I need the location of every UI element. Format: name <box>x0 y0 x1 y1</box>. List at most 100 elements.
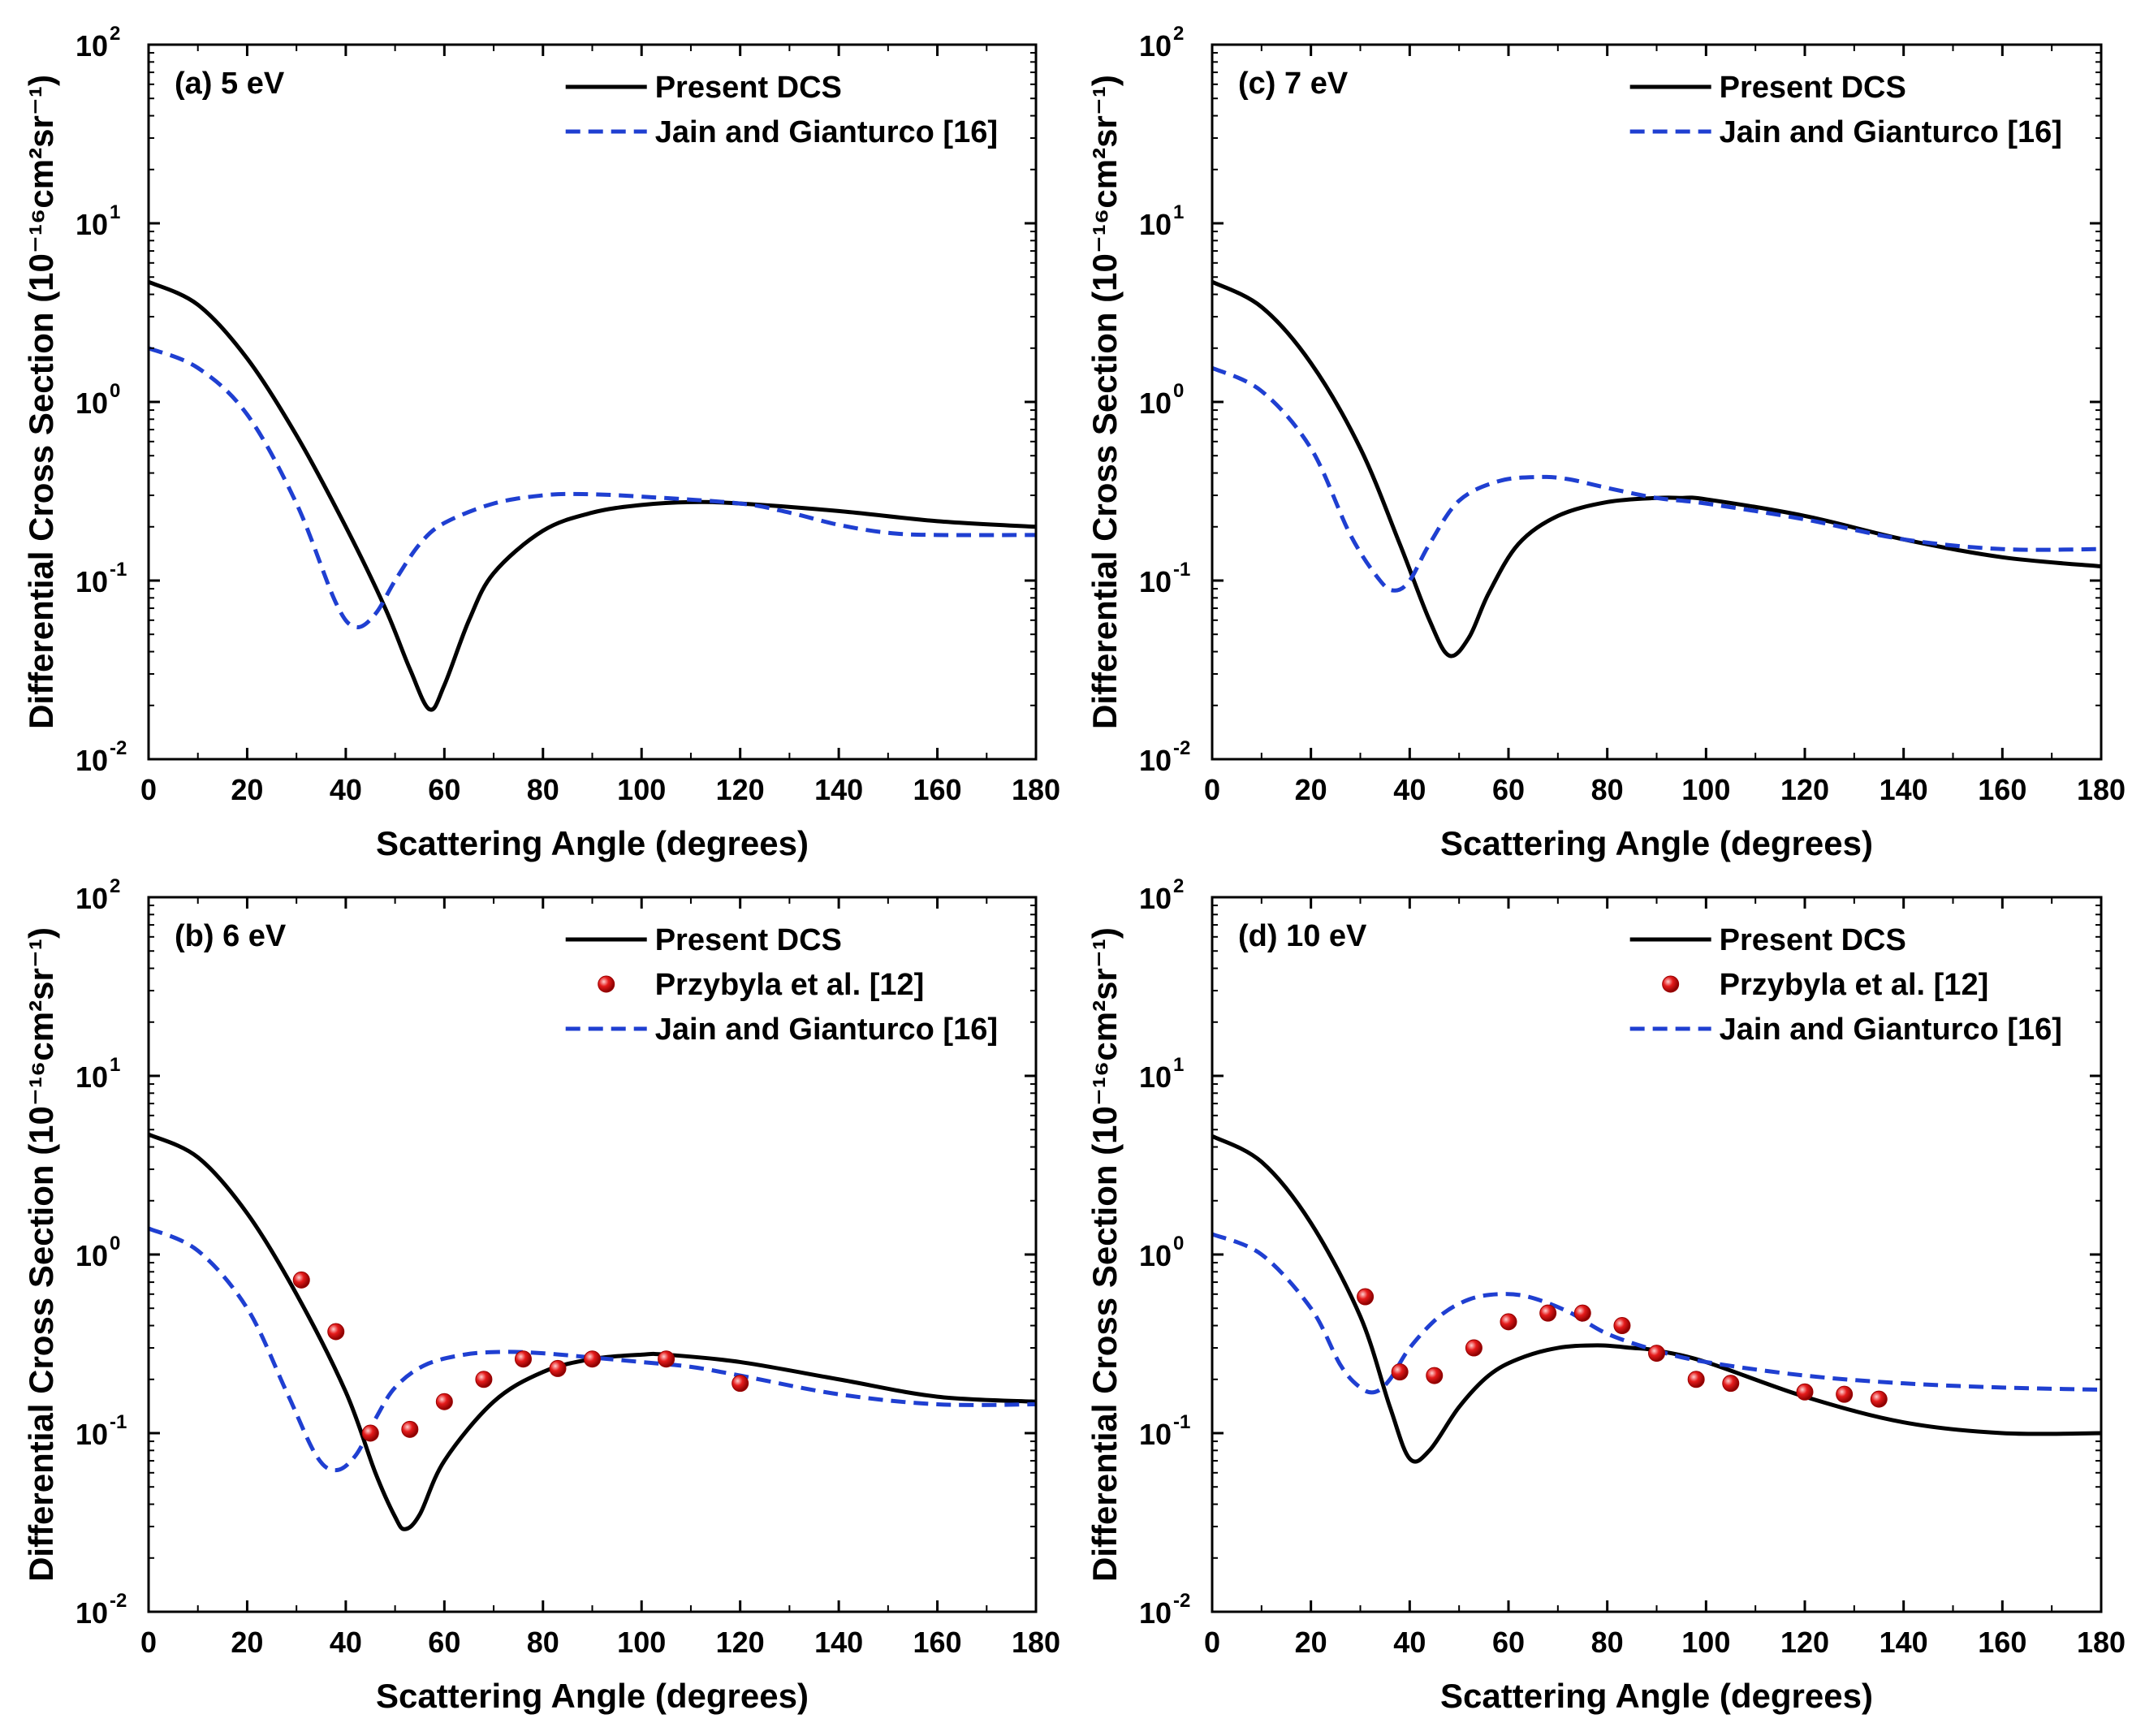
y-tick-label: 10 0 <box>1139 380 1184 420</box>
x-tick-label: 60 <box>1492 1626 1525 1659</box>
panel-label: (b) 6 eV <box>175 919 287 953</box>
x-tick-label: 0 <box>1204 773 1220 806</box>
y-tick-label: 10 0 <box>76 1233 120 1272</box>
y-tick-label: 10 1 <box>76 201 120 241</box>
legend: Present DCS Przybyla et al. [12] Jain and … <box>565 923 998 1047</box>
y-tick-base: 10 <box>1139 208 1172 241</box>
y-tick-exponent: 0 <box>110 1233 120 1254</box>
x-axis-title: Scattering Angle (degrees) <box>376 824 809 862</box>
y-tick-exponent: 0 <box>1173 380 1184 402</box>
x-tick-label: 60 <box>428 773 460 806</box>
x-tick-label: 20 <box>1295 773 1327 806</box>
x-tick-label: 100 <box>617 773 666 806</box>
y-tick-exponent: 1 <box>110 1054 120 1076</box>
y-tick-exponent: -2 <box>1173 1590 1190 1612</box>
y-tick-exponent: -1 <box>1173 1411 1190 1433</box>
present-dcs-line-b <box>149 1132 1036 1531</box>
przybyla-point <box>1357 1288 1375 1306</box>
y-tick-exponent: -2 <box>110 737 127 759</box>
plot-frame <box>1211 43 2103 761</box>
x-tick-label: 160 <box>913 773 962 806</box>
plot-area <box>1212 279 2101 659</box>
x-tick-label: 100 <box>1681 1626 1730 1659</box>
y-tick-label: 10 -1 <box>76 559 127 598</box>
legend-item: Jain and Gianturco [16] <box>1629 1013 2062 1047</box>
legend-item: Jain and Gianturco [16] <box>565 115 998 149</box>
y-tick-exponent: -1 <box>1173 559 1190 581</box>
przybyla-point <box>514 1350 532 1368</box>
x-tick-label: 80 <box>1591 773 1624 806</box>
legend-label: Przybyla et al. [12] <box>655 968 925 1002</box>
y-tick-base: 10 <box>76 882 108 915</box>
y-tick-base: 10 <box>1139 882 1172 915</box>
x-axis-title: Scattering Angle (degrees) <box>1440 824 1873 862</box>
y-tick-label: 10 1 <box>1139 1054 1184 1094</box>
plot-frame <box>147 43 1038 761</box>
y-tick-base: 10 <box>76 1239 108 1272</box>
x-tick-label: 20 <box>231 1626 263 1659</box>
przybyla-point <box>1722 1375 1740 1393</box>
legend-label: Jain and Gianturco [16] <box>1720 1013 2062 1047</box>
legend-item: Present DCS <box>565 923 842 957</box>
y-tick-label: 10 2 <box>1139 875 1184 915</box>
y-axis-title: Differential Cross Section (10⁻¹⁶cm²sr⁻¹… <box>1085 75 1124 729</box>
przybyla-point <box>1836 1385 1854 1403</box>
przybyla-point <box>1426 1367 1444 1384</box>
x-tick-label: 80 <box>527 773 559 806</box>
legend-item: Present DCS <box>1629 71 1906 105</box>
legend-marker-przybyla <box>598 975 615 993</box>
x-tick-label: 0 <box>1204 1626 1220 1659</box>
y-tick-base: 10 <box>76 1596 108 1630</box>
y-tick-label: 10 -2 <box>76 1590 127 1630</box>
przybyla-point <box>292 1271 310 1289</box>
y-tick-exponent: -2 <box>110 1590 127 1612</box>
przybyla-point <box>549 1359 567 1377</box>
legend-label: Przybyla et al. [12] <box>1720 968 1989 1002</box>
plot-frame <box>147 896 1038 1613</box>
y-tick-base: 10 <box>76 744 108 777</box>
x-tick-label: 160 <box>1978 773 2026 806</box>
x-tick-label: 100 <box>1681 773 1730 806</box>
przybyla-point <box>1391 1363 1409 1381</box>
x-tick-label: 40 <box>1393 1626 1426 1659</box>
y-tick-base: 10 <box>76 208 108 241</box>
y-tick-label: 10 0 <box>76 380 120 420</box>
jain-gianturco-line-b <box>149 1226 1036 1473</box>
x-tick-label: 140 <box>814 1626 863 1659</box>
y-tick-exponent: 0 <box>110 380 120 402</box>
legend-label: Jain and Gianturco [16] <box>1720 115 2062 149</box>
x-tick-label: 60 <box>428 1626 460 1659</box>
legend: Present DCS Przybyla et al. [12] Jain and … <box>1629 923 2062 1047</box>
x-tick-label: 20 <box>1295 1626 1327 1659</box>
y-tick-label: 10 -1 <box>1139 1411 1190 1451</box>
x-tick-label: 120 <box>1780 1626 1829 1659</box>
y-tick-exponent: 2 <box>110 23 120 45</box>
x-tick-label: 60 <box>1492 773 1525 806</box>
x-tick-label: 20 <box>231 773 263 806</box>
legend-marker-przybyla <box>1662 975 1680 993</box>
x-tick-label: 40 <box>330 1626 362 1659</box>
przybyla-point <box>1870 1390 1888 1408</box>
x-tick-label: 180 <box>2077 1626 2126 1659</box>
plot-area <box>149 279 1036 712</box>
przybyla-point <box>435 1393 453 1410</box>
x-tick-label: 140 <box>814 773 863 806</box>
legend-item: Present DCS <box>565 71 842 105</box>
przybyla-point <box>327 1323 345 1341</box>
plot-area <box>149 1132 1036 1531</box>
przybyla-point <box>401 1420 419 1438</box>
y-tick-label: 10 -2 <box>1139 737 1190 777</box>
y-tick-base: 10 <box>1139 386 1172 420</box>
x-tick-label: 0 <box>140 1626 157 1659</box>
panel-label: (d) 10 eV <box>1238 919 1367 953</box>
x-tick-label: 40 <box>1393 773 1426 806</box>
y-tick-exponent: 0 <box>1173 1233 1184 1254</box>
legend-label: Present DCS <box>1720 923 1906 957</box>
y-tick-label: 10 0 <box>1139 1233 1184 1272</box>
present-dcs-line-d <box>1212 1134 2101 1464</box>
y-tick-base: 10 <box>1139 1418 1172 1451</box>
x-axis-title: Scattering Angle (degrees) <box>1440 1677 1873 1715</box>
x-tick-label: 80 <box>527 1626 559 1659</box>
